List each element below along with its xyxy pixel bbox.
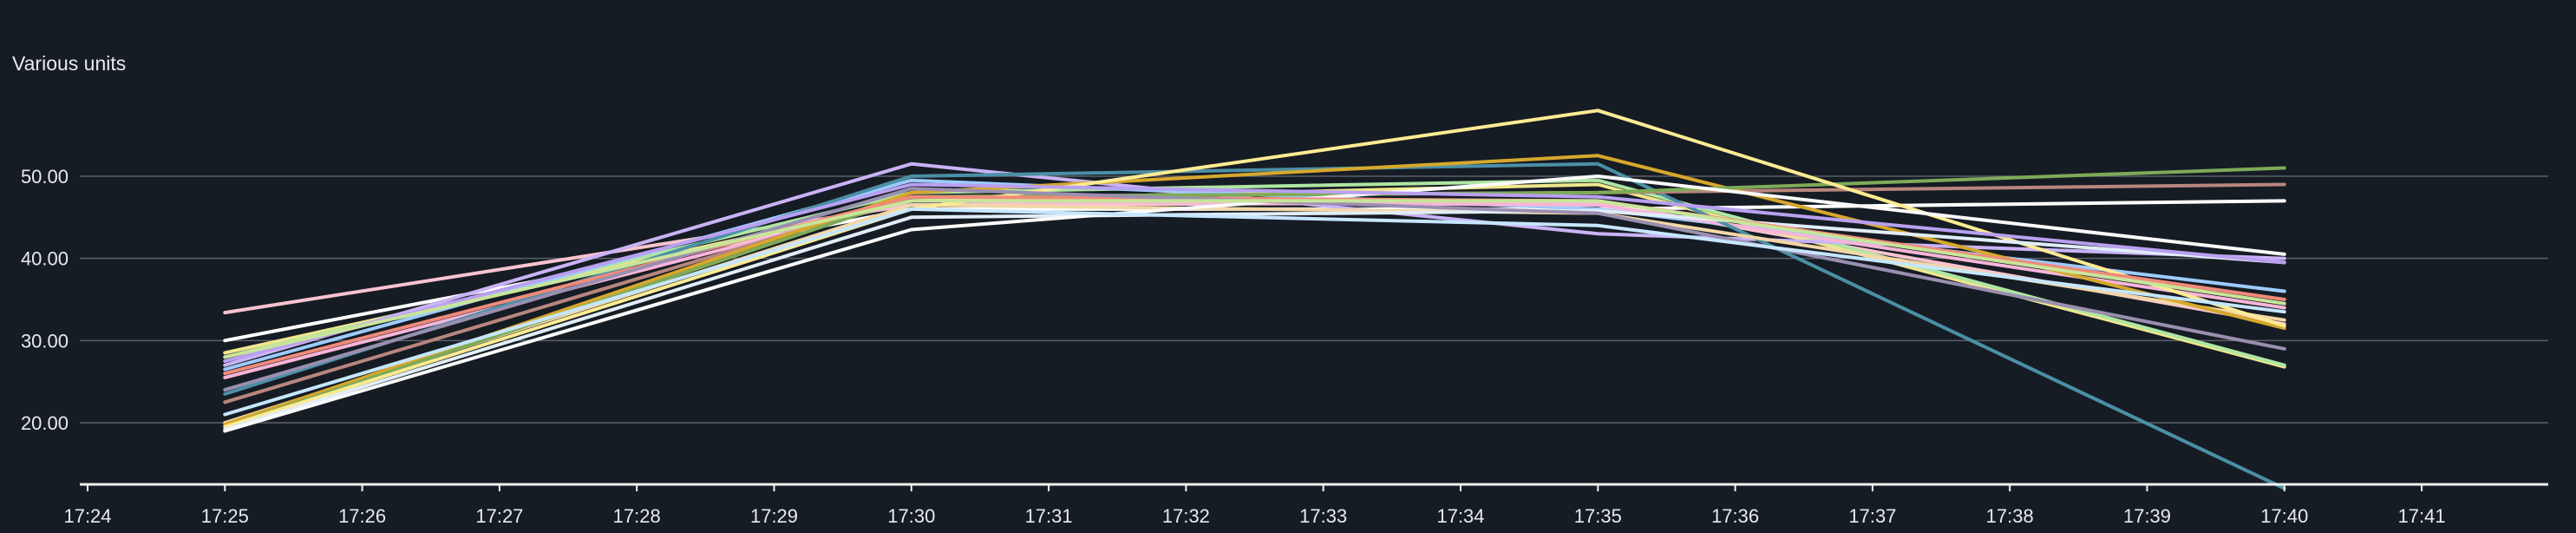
x-tick-label: 17:37 — [1848, 505, 1896, 527]
x-tick-label: 17:25 — [201, 505, 249, 527]
x-tick-label: 17:28 — [613, 505, 661, 527]
y-tick-label: 20.00 — [21, 412, 69, 434]
x-tick-label: 17:26 — [338, 505, 386, 527]
series-line — [223, 154, 2286, 426]
x-tick-label: 17:36 — [1711, 505, 1759, 527]
x-tick-label: 17:40 — [2260, 505, 2308, 527]
y-tick-label: 30.00 — [21, 330, 69, 352]
y-tick-label: 50.00 — [21, 166, 69, 188]
x-tick-label: 17:34 — [1436, 505, 1484, 527]
y-tick-label: 40.00 — [21, 248, 69, 270]
y-axis-ticks: 20.00 30.00 40.00 50.00 — [21, 166, 69, 434]
x-tick-label: 17:35 — [1574, 505, 1622, 527]
x-tick-label: 17:30 — [887, 505, 935, 527]
series-line — [223, 208, 2286, 431]
x-tick-label: 17:33 — [1299, 505, 1347, 527]
x-axis: 17:24 17:25 17:26 17:27 17:28 17:29 17:30 17:31… — [63, 483, 2548, 527]
x-tick-label: 17:29 — [750, 505, 798, 527]
series-line — [223, 199, 2286, 359]
y-axis-unit-label: Various units — [12, 52, 127, 75]
series-lines — [223, 109, 2286, 490]
series-line — [223, 194, 2286, 376]
series-line — [223, 109, 2286, 429]
x-tick-label: 17:31 — [1025, 505, 1073, 527]
x-tick-label: 17:38 — [1986, 505, 2034, 527]
x-tick-label: 17:32 — [1162, 505, 1210, 527]
series-line — [223, 207, 2286, 417]
series-line — [223, 182, 2286, 363]
x-tick-label: 17:39 — [2123, 505, 2171, 527]
series-line — [223, 174, 2286, 433]
x-tick-label: 17:41 — [2398, 505, 2446, 527]
series-line — [223, 182, 2286, 369]
x-tick-label: 17:24 — [63, 505, 111, 527]
x-tick-label: 17:27 — [475, 505, 523, 527]
series-line — [223, 203, 2286, 424]
